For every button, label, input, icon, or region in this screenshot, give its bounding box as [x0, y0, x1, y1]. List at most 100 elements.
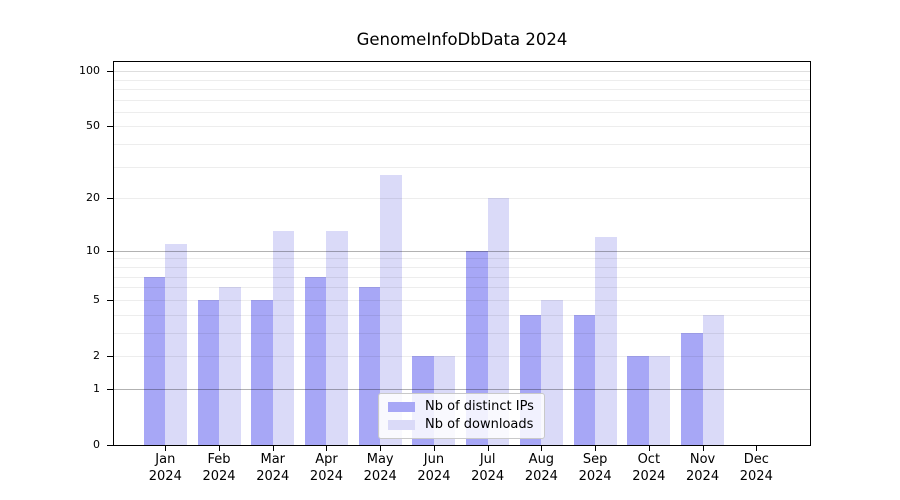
x-tick-month: Jan [155, 452, 176, 467]
x-tick-mark-oct [649, 446, 650, 451]
gridline-50 [114, 126, 810, 127]
gridline-4 [114, 315, 810, 316]
bar-nb-of-downloads-oct [648, 355, 671, 445]
x-tick-year: 2024 [202, 468, 236, 484]
legend-item-nb-of-distinct-ips: Nb of distinct IPs [388, 399, 535, 415]
x-tick-label-sep: Sep 2024 [563, 452, 627, 485]
gridline-1 [114, 389, 810, 390]
x-tick-month: Feb [207, 452, 231, 467]
x-tick-month: Mar [260, 452, 286, 467]
bar-nb-of-downloads-may [380, 175, 402, 445]
y-tick-label-20: 20 [86, 191, 100, 205]
y-tick-mark-2 [107, 356, 113, 357]
bar-nb-of-distinct-ips-apr [304, 276, 327, 445]
x-tick-month: Apr [315, 452, 338, 467]
y-tick-mark-100 [107, 71, 113, 72]
x-tick-mark-feb [219, 446, 220, 451]
gridline-60 [114, 112, 810, 113]
x-tick-mark-nov [703, 446, 704, 451]
y-tick-label-50: 50 [86, 119, 100, 133]
bar-nb-of-downloads-feb [219, 287, 241, 445]
gridline-7 [114, 277, 810, 278]
x-tick-year: 2024 [309, 468, 344, 484]
gridline-2 [114, 356, 810, 357]
y-tick-label-100: 100 [79, 64, 100, 78]
gridline-100 [114, 71, 810, 72]
bar-nb-of-downloads-jul [487, 198, 510, 445]
x-tick-year: 2024 [363, 468, 397, 484]
x-tick-mark-sep [595, 446, 596, 451]
plot-area: Nb of distinct IPs Nb of downloads [113, 61, 811, 446]
gridline-90 [114, 80, 810, 81]
x-tick-mark-may [380, 446, 381, 451]
x-tick-label-oct: Oct 2024 [617, 452, 681, 485]
y-tick-mark-20 [107, 198, 113, 199]
x-tick-label-dec: Dec 2024 [724, 452, 788, 485]
gridline-80 [114, 89, 810, 90]
x-tick-label-jun: Jun 2024 [402, 452, 466, 485]
legend-item-nb-of-downloads: Nb of downloads [388, 417, 535, 433]
bar-nb-of-distinct-ips-feb [197, 299, 220, 445]
y-tick-mark-1 [107, 389, 113, 390]
x-tick-year: 2024 [471, 468, 505, 484]
y-tick-mark-0 [107, 445, 113, 446]
x-tick-label-feb: Feb 2024 [187, 452, 251, 485]
x-tick-month: Oct [637, 452, 661, 467]
x-tick-year: 2024 [632, 468, 666, 484]
y-tick-label-0: 0 [93, 438, 100, 451]
bar-nb-of-downloads-nov [702, 314, 725, 445]
bar-nb-of-downloads-aug [541, 299, 563, 445]
x-tick-mark-jul [488, 446, 489, 451]
chart-title: GenomeInfoDbData 2024 [356, 30, 568, 49]
gridline-8 [114, 267, 810, 268]
legend-label: Nb of downloads [425, 417, 534, 432]
bar-nb-of-distinct-ips-mar [251, 299, 273, 445]
x-tick-mark-apr [326, 446, 327, 451]
gridline-3 [114, 333, 810, 334]
x-tick-mark-jan [165, 446, 166, 451]
bar-nb-of-distinct-ips-may [358, 287, 381, 445]
y-tick-label-10: 10 [86, 243, 100, 257]
x-tick-mark-aug [541, 446, 542, 451]
x-tick-year: 2024 [148, 468, 182, 484]
y-tick-label-1: 1 [93, 381, 100, 395]
x-tick-label-apr: Apr 2024 [294, 452, 358, 485]
x-tick-label-aug: Aug 2024 [509, 452, 573, 485]
x-tick-year: 2024 [739, 468, 773, 484]
bar-nb-of-distinct-ips-sep [573, 314, 596, 445]
y-tick-mark-10 [107, 251, 113, 252]
gridline-10 [114, 251, 810, 252]
x-tick-year: 2024 [417, 468, 451, 484]
bar-nb-of-downloads-mar [272, 231, 295, 445]
bar-nb-of-downloads-jan [165, 243, 187, 445]
gridline-70 [114, 100, 810, 101]
gridline-40 [114, 144, 810, 145]
x-tick-year: 2024 [256, 468, 290, 484]
bar-nb-of-downloads-sep [595, 237, 617, 445]
y-tick-label-2: 2 [93, 348, 100, 362]
x-tick-month: Nov [689, 452, 716, 467]
legend-swatch [388, 402, 415, 412]
gridline-20 [114, 198, 810, 199]
x-tick-mark-jun [434, 446, 435, 451]
x-tick-label-mar: Mar 2024 [241, 452, 305, 485]
gridline-6 [114, 287, 810, 288]
x-tick-label-jul: Jul 2024 [456, 452, 520, 485]
x-tick-month: Jul [479, 452, 496, 467]
y-tick-label-5: 5 [93, 292, 100, 306]
x-tick-year: 2024 [578, 468, 612, 484]
x-tick-month: Jun [423, 452, 445, 467]
legend-label: Nb of distinct IPs [425, 399, 534, 414]
x-tick-label-nov: Nov 2024 [671, 452, 735, 485]
x-tick-label-may: May 2024 [348, 452, 412, 485]
gridline-5 [114, 300, 810, 301]
x-tick-mark-dec [756, 446, 757, 451]
y-tick-mark-50 [107, 126, 113, 127]
legend-swatch [388, 420, 415, 430]
y-tick-mark-5 [107, 300, 113, 301]
gridline-30 [114, 167, 810, 168]
x-tick-year: 2024 [686, 468, 720, 484]
bar-nb-of-distinct-ips-oct [627, 355, 649, 445]
x-tick-year: 2024 [524, 468, 558, 484]
